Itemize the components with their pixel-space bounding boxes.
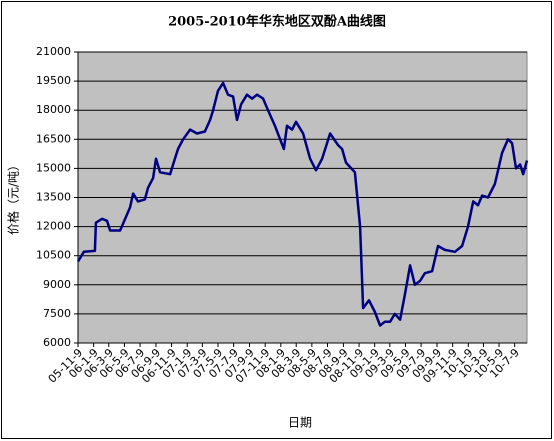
y-tick-label: 12000 bbox=[36, 220, 71, 233]
y-tick-label: 7500 bbox=[43, 307, 71, 320]
y-tick-label: 21000 bbox=[36, 45, 71, 58]
line-series bbox=[76, 81, 529, 327]
y-tick-label: 10500 bbox=[36, 249, 71, 262]
y-axis-title: 价格（元/吨） bbox=[6, 159, 21, 235]
y-tick-label: 18000 bbox=[36, 103, 71, 116]
y-tick-label: 19500 bbox=[36, 74, 71, 87]
chart-title: 2005-2010年华东地区双酚A曲线图 bbox=[168, 14, 386, 30]
y-tick-label: 9000 bbox=[43, 278, 71, 291]
x-axis-title: 日期 bbox=[288, 416, 312, 430]
y-tick-label: 13500 bbox=[36, 191, 71, 204]
y-tick-label: 16500 bbox=[36, 132, 71, 145]
y-tick-label: 6000 bbox=[43, 336, 71, 349]
y-tick-label: 15000 bbox=[36, 161, 71, 174]
